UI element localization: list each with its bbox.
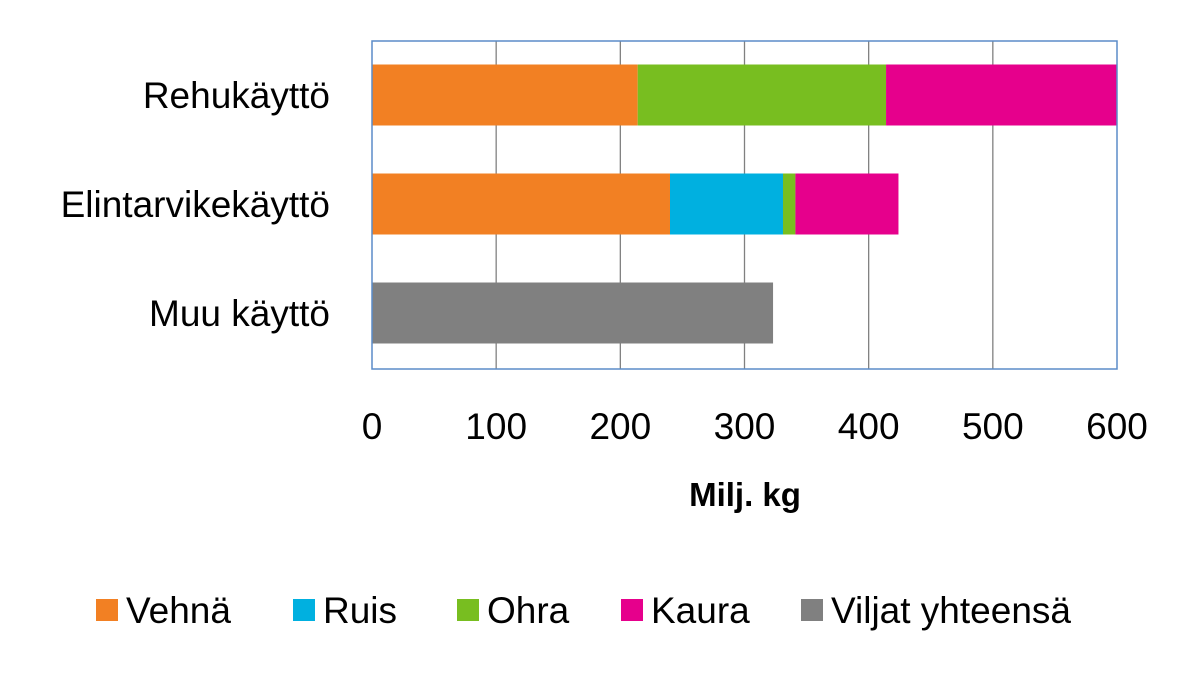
bars — [372, 64, 1117, 344]
x-tick-label: 600 — [1086, 406, 1148, 447]
bar-segment — [637, 64, 887, 126]
x-tick-label: 300 — [714, 406, 776, 447]
legend-swatch — [96, 599, 118, 621]
bar-segment — [372, 64, 638, 126]
x-tick-label: 200 — [589, 406, 651, 447]
bar-segment — [782, 173, 796, 235]
bar-segment — [372, 173, 670, 235]
bar-segment — [670, 173, 783, 235]
bar-segment — [795, 173, 899, 235]
legend-label: Kaura — [651, 590, 750, 631]
x-tick-label: 400 — [838, 406, 900, 447]
category-label: Rehukäyttö — [143, 75, 330, 116]
legend-swatch — [801, 599, 823, 621]
legend-swatch — [621, 599, 643, 621]
plot-border — [371, 40, 1118, 370]
legend: Vehnä Ruis Ohra Kaura Viljat yhteensä — [96, 590, 1071, 631]
x-tick-label: 0 — [362, 406, 383, 447]
legend-swatch — [293, 599, 315, 621]
x-axis-title: Milj. kg — [689, 476, 801, 513]
x-tick-labels: 0 100 200 300 400 500 600 — [362, 406, 1148, 447]
category-label: Elintarvikekäyttö — [61, 184, 330, 225]
legend-label: Ohra — [487, 590, 570, 631]
x-tick-label: 500 — [962, 406, 1024, 447]
legend-label: Vehnä — [126, 590, 231, 631]
bar-segment — [372, 282, 774, 344]
x-tick-label: 100 — [465, 406, 527, 447]
legend-swatch — [457, 599, 479, 621]
bar-segment — [886, 64, 1117, 126]
legend-label: Viljat yhteensä — [831, 590, 1071, 631]
legend-label: Ruis — [323, 590, 397, 631]
category-labels: Rehukäyttö Elintarvikekäyttö Muu käyttö — [61, 75, 330, 334]
category-label: Muu käyttö — [149, 293, 330, 334]
